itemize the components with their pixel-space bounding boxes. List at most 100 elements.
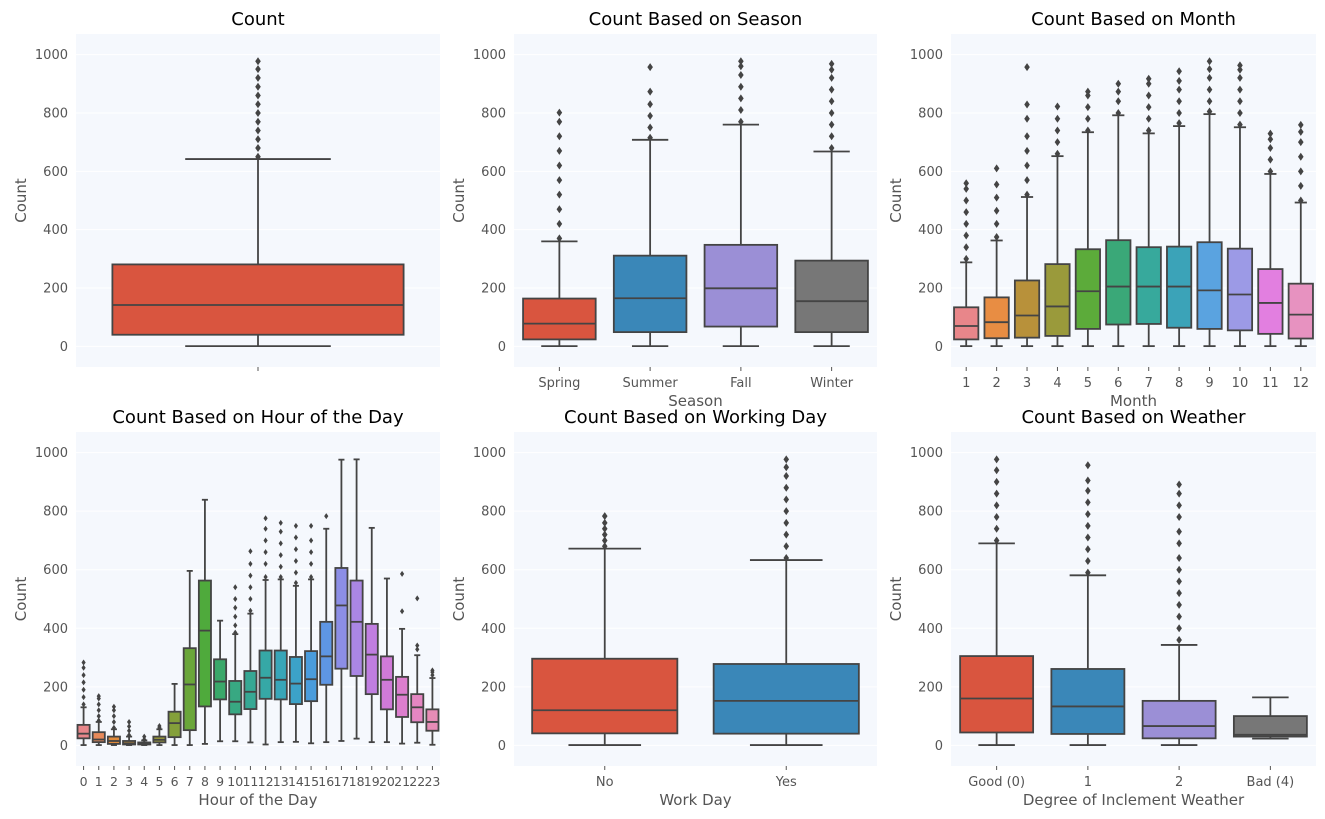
outlier-point [1176, 635, 1182, 644]
outlier-point [647, 100, 653, 109]
outlier-point [1267, 135, 1274, 144]
outlier-point [1054, 126, 1061, 135]
y-tick-label: 0 [60, 340, 68, 355]
box-body [1044, 263, 1071, 337]
box-2 [1013, 63, 1041, 348]
x-tick-label: 11 [1262, 376, 1279, 391]
box-7 [1166, 67, 1193, 348]
outlier-point [556, 108, 563, 117]
outlier-point [255, 57, 261, 66]
outlier-point [993, 489, 1000, 498]
box-body [91, 731, 106, 744]
outlier-point [1085, 476, 1091, 485]
outlier-point [963, 219, 970, 228]
box-body [319, 620, 334, 686]
y-tick-label: 800 [481, 106, 506, 121]
outlier-point [828, 59, 835, 68]
outlier-point [255, 100, 261, 109]
outlier-point [1085, 87, 1091, 96]
x-tick-label: 7 [186, 774, 194, 789]
outlier-point [126, 727, 132, 734]
outlier-point [1085, 545, 1091, 554]
outlier-point [828, 143, 835, 152]
box-10 [1257, 129, 1284, 348]
y-axis-label: Count [887, 178, 905, 223]
y-tick-label: 200 [481, 282, 506, 297]
outlier-point [415, 642, 420, 649]
outlier-point [556, 117, 563, 126]
y-tick-label: 200 [43, 282, 68, 297]
box-body [1232, 715, 1308, 738]
outlier-point [783, 455, 790, 464]
box-body [213, 658, 228, 701]
outlier-point [1297, 120, 1304, 129]
outlier-point [556, 132, 563, 141]
box-1 [983, 164, 1010, 348]
box-body [395, 675, 410, 718]
outlier-point [1237, 61, 1243, 70]
y-tick-label: 200 [43, 680, 68, 695]
outlier-point [1176, 600, 1182, 609]
x-tick-label: 2 [992, 376, 1000, 391]
outlier-point [233, 629, 238, 636]
outlier-point [263, 574, 268, 581]
box-body [1105, 239, 1132, 326]
box-body [76, 723, 91, 740]
y-tick-label: 200 [918, 680, 943, 695]
outlier-point [1176, 480, 1182, 489]
outlier-point [993, 219, 1000, 228]
box-3 [122, 718, 137, 746]
outlier-point [738, 62, 744, 71]
outlier-point [601, 542, 608, 551]
outlier-point [993, 193, 1000, 202]
box-body [1226, 247, 1254, 332]
y-axis-label: Count [12, 178, 30, 223]
box-body [712, 663, 860, 735]
outlier-point [1176, 612, 1182, 621]
outlier-point [81, 672, 86, 679]
plot-background [951, 34, 1316, 367]
box-3 [1232, 696, 1308, 740]
box-19 [364, 526, 379, 744]
outlier-point [963, 184, 970, 193]
outlier-point [738, 94, 744, 103]
outlier-point [126, 723, 132, 730]
outlier-point [1176, 565, 1182, 574]
outlier-point [1176, 577, 1182, 586]
outlier-point [828, 73, 835, 82]
outlier-point [556, 234, 563, 243]
outlier-point [255, 143, 261, 152]
outlier-point [415, 595, 420, 602]
y-axis-label: Count [450, 577, 468, 622]
box-8 [197, 498, 212, 745]
outlier-point [1206, 107, 1213, 116]
x-tick-label: 23 [424, 774, 440, 789]
outlier-point [263, 549, 268, 556]
y-tick-label: 400 [481, 622, 506, 637]
box-3 [794, 59, 869, 348]
box-body [522, 297, 597, 341]
x-tick-label: Fall [730, 376, 751, 391]
outlier-point [783, 463, 790, 472]
y-tick-label: 600 [43, 563, 68, 578]
y-tick-label: 1000 [473, 48, 506, 63]
outlier-point [738, 106, 744, 115]
box-4 [1074, 87, 1101, 348]
outlier-point [963, 243, 970, 252]
outlier-point [278, 519, 283, 526]
x-tick-label: 12 [258, 774, 274, 789]
box-1 [91, 693, 106, 746]
box-0 [76, 659, 91, 746]
chart-panel-0: 0 200 400 600 800 1000 Count Count [12, 9, 440, 371]
box-15 [304, 522, 319, 745]
outlier-point [96, 717, 101, 724]
outlier-point [1176, 119, 1182, 128]
y-tick-label: 800 [918, 505, 943, 520]
y-tick-label: 800 [481, 505, 506, 520]
outlier-point [556, 219, 563, 228]
y-tick-label: 0 [60, 739, 68, 754]
outlier-point [255, 126, 261, 135]
x-tick-label: 16 [318, 774, 334, 789]
